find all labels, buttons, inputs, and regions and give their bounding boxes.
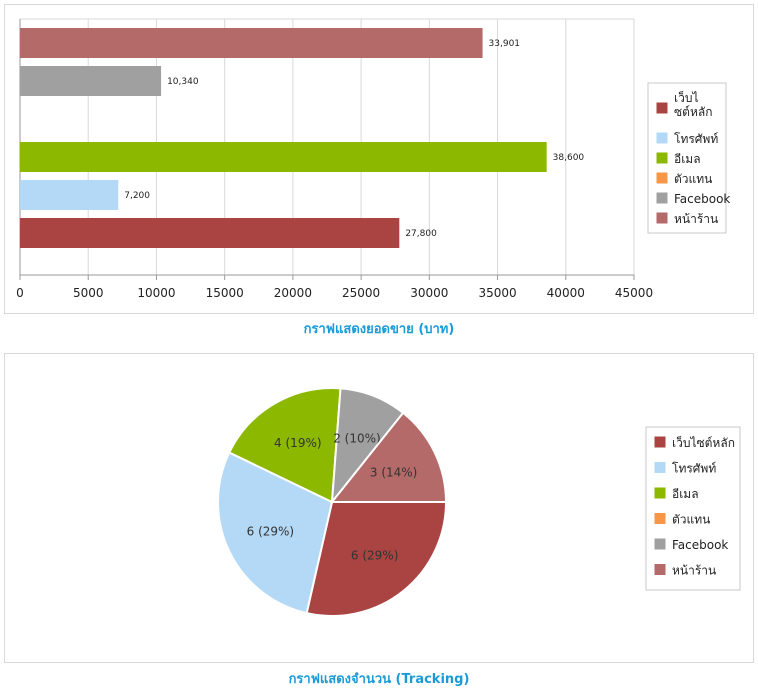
bar-value-label: 27,800 <box>405 229 437 239</box>
legend-label: อีเมล <box>672 487 699 501</box>
bar-value-label: 33,901 <box>489 39 521 49</box>
x-tick-label: 40000 <box>547 286 585 300</box>
legend-swatch <box>655 101 669 115</box>
bar-value-label: 38,600 <box>553 153 585 163</box>
x-tick-label: 0 <box>16 286 24 300</box>
x-tick-label: 45000 <box>615 286 653 300</box>
legend-swatch <box>653 435 667 449</box>
legend-swatch <box>655 171 669 185</box>
pie-slice <box>217 451 334 615</box>
pie-slice-label: 3 (14%) <box>370 465 417 479</box>
pie-chart-title: กราฟแสดงจำนวน (Tracking) <box>288 672 470 687</box>
pie-slice-label: 6 (29%) <box>351 548 398 562</box>
legend-swatch <box>655 191 669 205</box>
legend-swatch <box>653 512 667 525</box>
legend-label: Facebook <box>672 538 728 552</box>
legend-label: อีเมล <box>674 152 701 166</box>
legend-swatch <box>653 461 667 474</box>
legend-label: โทรศัพท์ <box>674 132 718 146</box>
bar <box>20 180 119 210</box>
legend-label: โทรศัพท์ <box>672 462 716 476</box>
x-tick-label: 20000 <box>274 286 312 300</box>
bar-value-label: 7,200 <box>124 191 150 201</box>
legend-swatch <box>655 151 669 165</box>
pie-slice <box>227 387 342 504</box>
bar-chart-panel: 0 5000 10000 15000 20000 25000 30000 35000 40000… <box>4 4 754 314</box>
pie-slice-label: 2 (10%) <box>333 431 380 445</box>
legend-label: Facebook <box>674 192 730 206</box>
pie-slice <box>329 411 448 503</box>
pie-chart-panel: 6 (29%) 6 (29%) 4 (19%) 2 (10%) 3 (14%) เว็บไ… <box>4 353 754 663</box>
bar-value-label: 10,340 <box>167 77 199 87</box>
bar <box>20 28 483 58</box>
bar-chart: 0 5000 10000 15000 20000 25000 30000 35000 40000… <box>16 18 730 300</box>
x-tick-label: 25000 <box>342 286 380 300</box>
x-tick-label: 30000 <box>410 286 448 300</box>
legend-label: เว็บไซต์หลัก <box>672 435 735 450</box>
legend-label: เว็บไซต์หลัก <box>674 90 712 119</box>
pie-slice <box>305 501 448 617</box>
legend-swatch <box>653 486 667 500</box>
legend-swatch <box>653 563 667 576</box>
legend-label: หน้าร้าน <box>674 212 718 226</box>
x-tick-label: 15000 <box>206 286 244 300</box>
bar <box>20 218 400 248</box>
x-tick-label: 10000 <box>137 286 175 300</box>
legend-swatch <box>655 211 669 225</box>
pie-slice-label: 4 (19%) <box>274 436 321 450</box>
legend-label: ตัวแทน <box>672 513 710 527</box>
bar-chart-title: กราฟแสดงยอดขาย (บาท) <box>303 322 455 337</box>
bar <box>20 66 162 96</box>
legend-swatch <box>655 131 669 145</box>
pie-slice-label: 6 (29%) <box>247 525 294 539</box>
legend-swatch <box>653 537 667 551</box>
bar <box>20 142 547 172</box>
pie-chart: 6 (29%) 6 (29%) 4 (19%) 2 (10%) 3 (14%) เว็บไ… <box>217 387 741 617</box>
x-tick-label: 5000 <box>73 286 104 300</box>
x-tick-label: 35000 <box>478 286 516 300</box>
legend-label: ตัวแทน <box>674 172 712 186</box>
legend-box <box>645 426 741 591</box>
legend-label: หน้าร้าน <box>672 564 716 578</box>
